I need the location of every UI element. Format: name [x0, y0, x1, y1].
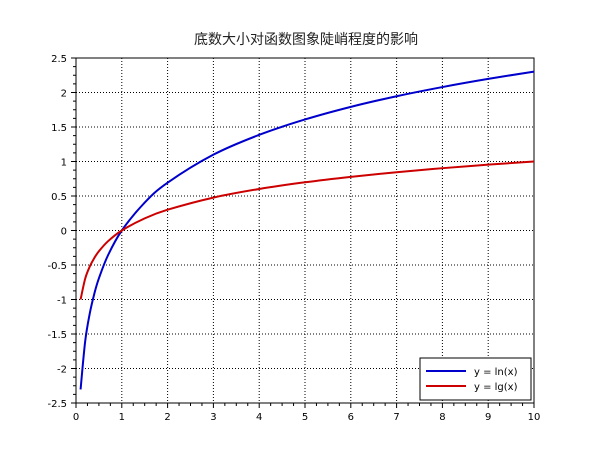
y-tick-label: 1: [61, 158, 67, 169]
y-tick-label: -1.5: [47, 330, 67, 341]
x-tick-label: 1: [119, 412, 125, 423]
legend-box: [419, 357, 532, 401]
y-tick-label: 2.5: [51, 54, 67, 65]
axis-ticks: 0 1 2 3 4 5 6 7 8 9 10 -2.5 -2 -1.5 -1 -0.5 0 0.5 1 1.5 2 2.5: [47, 54, 540, 423]
x-tick-label: 5: [302, 412, 308, 423]
legend: y = ln(x) y = lg(x): [419, 357, 532, 401]
legend-label-1: y = ln(x): [474, 367, 518, 378]
x-tick-label: 6: [348, 412, 354, 423]
x-tick-label: 10: [528, 412, 541, 423]
x-tick-label: 7: [393, 412, 399, 423]
y-tick-label: -2: [57, 365, 67, 376]
series-line-2: [79, 160, 535, 300]
y-tick-label: 1.5: [51, 123, 67, 134]
grid: [76, 58, 534, 403]
y-tick-label: 0.5: [51, 192, 67, 203]
x-tick-label: 8: [439, 412, 445, 423]
chart-title: 底数大小对函数图象陡峭程度的影响: [194, 32, 418, 48]
x-tick-label: 0: [73, 412, 79, 423]
y-tick-label: 2: [61, 89, 67, 100]
y-tick-label: 0: [61, 227, 67, 238]
series-line-1: [79, 70, 535, 390]
x-tick-label: 2: [164, 412, 170, 423]
x-tick-label: 9: [485, 412, 491, 423]
series-lines: [79, 70, 535, 390]
y-tick-label: -2.5: [47, 399, 67, 410]
x-tick-label: 3: [210, 412, 216, 423]
x-tick-label: 4: [256, 412, 262, 423]
legend-label-2: y = lg(x): [474, 382, 518, 393]
y-tick-label: -0.5: [47, 261, 67, 272]
y-tick-label: -1: [57, 296, 67, 307]
